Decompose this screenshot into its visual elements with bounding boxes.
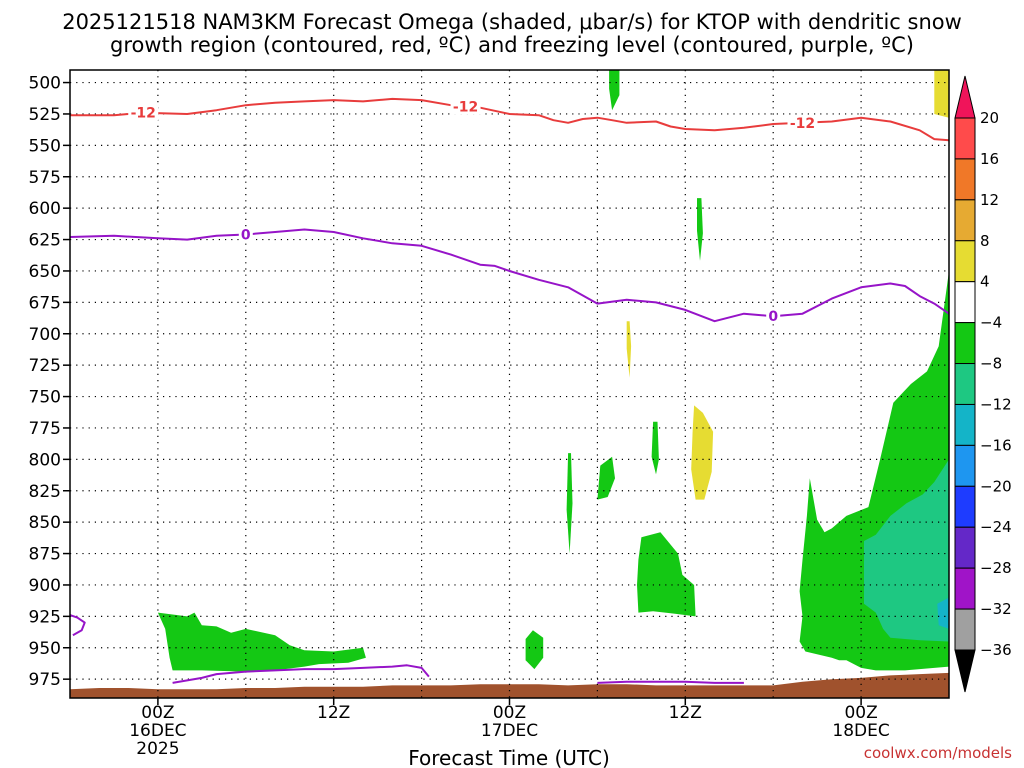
colorbar-label-1: 20 xyxy=(980,109,999,127)
contours: -12 -12 -12 0 0 xyxy=(70,97,949,684)
x-tick-label-30-2: 17DEC xyxy=(481,721,538,741)
y-tick-label-900: 900 xyxy=(29,576,61,596)
y-tick-label-700: 700 xyxy=(29,325,61,345)
omega-region-5 xyxy=(691,405,714,500)
colorbar-swatch-9 xyxy=(954,444,976,487)
terrain-fill xyxy=(70,672,949,698)
x-tick-label-6-3: 2025 xyxy=(136,739,179,759)
colorbar-swatch-5 xyxy=(954,281,976,324)
x-tick-label-42-1: 12Z xyxy=(669,703,702,723)
contour-label-bg-2-1 xyxy=(238,226,253,243)
contour-line-5 xyxy=(597,680,744,684)
y-tick-label-775: 775 xyxy=(29,419,61,439)
y-axis: 500 525 550 575 600 625 650 675 700 725 750 775 800 8… xyxy=(29,74,70,690)
plot-area: -12 -12 -12 0 0 xyxy=(70,70,949,698)
contour-line-2 xyxy=(70,228,949,323)
contour-label-1-2: -12 xyxy=(453,99,478,115)
colorbar-label-6: −4 xyxy=(980,314,1002,332)
omega-region-9 xyxy=(637,532,696,617)
y-tick-label-675: 675 xyxy=(29,293,61,313)
omega-region-1 xyxy=(609,70,620,111)
y-tick-label-725: 725 xyxy=(29,356,61,376)
x-tick-label-18-1: 12Z xyxy=(317,703,350,723)
omega-region-7 xyxy=(566,453,573,554)
y-tick-label-850: 850 xyxy=(29,513,61,533)
y-tick-label-750: 750 xyxy=(29,388,61,408)
y-tick-label-950: 950 xyxy=(29,639,61,659)
y-tick-label-875: 875 xyxy=(29,545,61,565)
y-tick-label-550: 550 xyxy=(29,136,61,156)
omega-region-4 xyxy=(626,321,632,378)
contour-label-bg-2-2 xyxy=(766,308,781,325)
x-tick-label-54-1: 00Z xyxy=(844,703,877,723)
y-tick-label-650: 650 xyxy=(29,262,61,282)
colorbar-swatch-13 xyxy=(954,608,976,651)
credit-label: coolwx.com/models xyxy=(864,744,1012,762)
omega-region-14 xyxy=(937,597,949,629)
x-axis-label: Forecast Time (UTC) xyxy=(408,746,610,768)
x-tick-label-6-1: 00Z xyxy=(141,703,174,723)
chart-title-line2: growth region (contoured, red, ºC) and f… xyxy=(110,33,914,57)
colorbar-label-3: 12 xyxy=(980,191,999,209)
contour-label-bg-1-2 xyxy=(450,98,481,115)
y-tick-label-975: 975 xyxy=(29,670,61,690)
terrain xyxy=(70,672,949,698)
colorbar-swatch-3 xyxy=(954,199,976,242)
y-tick-label-825: 825 xyxy=(29,482,61,502)
omega-region-13 xyxy=(864,459,949,642)
y-tick-label-500: 500 xyxy=(29,74,61,94)
colorbar-label-14: −36 xyxy=(980,641,1012,659)
omega-shading xyxy=(157,70,949,672)
colorbar-label-9: −16 xyxy=(980,436,1012,454)
colorbar-top-arrow xyxy=(954,75,976,119)
y-tick-label-800: 800 xyxy=(29,450,61,470)
contour-label-bg-1-3 xyxy=(787,114,818,131)
colorbar-label-12: −28 xyxy=(980,559,1012,577)
colorbar-label-4: 8 xyxy=(980,232,990,250)
colorbar-label-8: −12 xyxy=(980,395,1012,413)
chart-title-line1: 2025121518 NAM3KM Forecast Omega (shaded… xyxy=(62,10,962,34)
colorbar-label-13: −32 xyxy=(980,600,1012,618)
contour-label-1-3: -12 xyxy=(790,116,815,132)
contour-label-2-1: 0 xyxy=(241,228,251,244)
contour-line-3 xyxy=(70,614,86,637)
omega-region-11 xyxy=(157,612,366,672)
grid xyxy=(70,70,949,698)
colorbar-label-7: −8 xyxy=(980,355,1002,373)
contour-line-4 xyxy=(172,664,430,684)
contour-label-1-1: -12 xyxy=(131,106,156,122)
omega-region-10 xyxy=(525,630,544,670)
x-tick-label-30-1: 00Z xyxy=(493,703,526,723)
colorbar-swatch-1 xyxy=(954,117,976,160)
contour-label-2-2: 0 xyxy=(768,309,778,325)
colorbar-swatch-12 xyxy=(954,567,976,610)
y-tick-label-925: 925 xyxy=(29,607,61,627)
colorbar-swatch-4 xyxy=(954,240,976,283)
omega-region-3 xyxy=(697,198,703,261)
colorbar-label-10: −20 xyxy=(980,477,1012,495)
colorbar-swatch-7 xyxy=(954,363,976,405)
colorbar-swatch-6 xyxy=(954,322,976,365)
y-tick-label-525: 525 xyxy=(29,105,61,125)
x-tick-label-54-2: 18DEC xyxy=(832,721,889,741)
y-tick-label-575: 575 xyxy=(29,168,61,188)
colorbar-swatch-8 xyxy=(954,403,976,446)
colorbar-swatch-2 xyxy=(954,158,976,201)
y-tick-label-625: 625 xyxy=(29,231,61,251)
colorbar-label-2: 16 xyxy=(980,150,999,168)
colorbar-label-5: 4 xyxy=(980,273,990,291)
colorbar-bottom-arrow xyxy=(954,649,976,693)
colorbar-label-11: −24 xyxy=(980,518,1012,536)
omega-region-6 xyxy=(651,421,659,475)
colorbar-swatch-10 xyxy=(954,485,976,528)
contour-label-bg-1-1 xyxy=(128,104,159,121)
colorbar: 20 16 12 8 4 −4 −8 −12 −16 −20 −24 −28 −32 −36 xyxy=(954,75,1012,693)
omega-region-8 xyxy=(597,456,615,500)
x-tick-label-6-2: 16DEC xyxy=(129,721,186,741)
colorbar-swatch-11 xyxy=(954,526,976,569)
y-tick-label-600: 600 xyxy=(29,199,61,219)
omega-region-2 xyxy=(934,70,949,118)
